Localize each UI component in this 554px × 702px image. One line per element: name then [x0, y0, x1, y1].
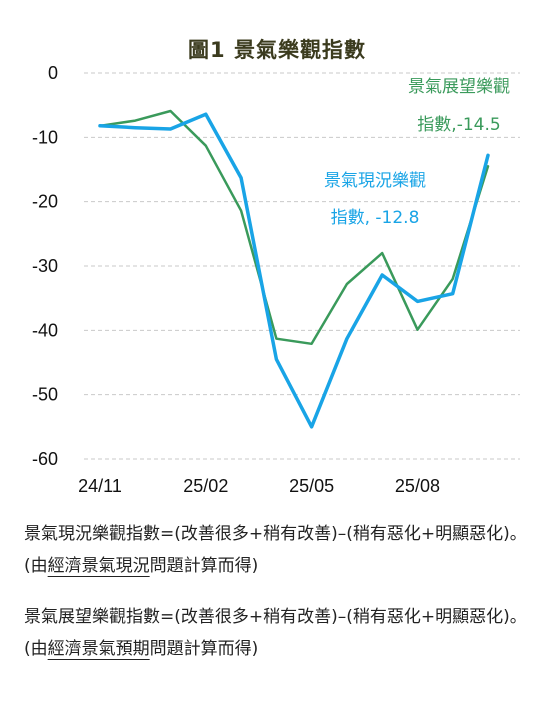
y-tick-label: -30: [32, 256, 58, 276]
series-line: [98, 109, 490, 346]
series-annotations: 景氣展望樂觀指數,-14.5 景氣現況樂觀指數, -12.8: [324, 77, 510, 228]
x-tick-label: 25/05: [289, 476, 334, 496]
note-outlook-underlined: 經濟景氣預期: [47, 639, 150, 659]
series-line: [98, 112, 490, 429]
y-tick-label: -10: [32, 127, 58, 147]
x-tick-label: 24/11: [78, 476, 122, 496]
chart-title: 圖1 景氣樂觀指數: [188, 38, 366, 62]
series-annotation-label: 指數,-14.5: [417, 115, 500, 135]
series-annotation-label: 景氣展望樂觀: [408, 77, 510, 97]
note-current-underlined: 經濟景氣現況: [47, 556, 150, 576]
x-tick-label: 25/08: [395, 476, 440, 496]
note-outlook: 景氣展望樂觀指數=(改善很多+稍有改善)–(稍有惡化+明顯惡化)。(由經濟景氣預…: [24, 601, 534, 665]
x-axis-ticks: 24/11 25/02 25/05 25/08: [78, 476, 440, 496]
note-outlook-tail: 問題計算而得): [149, 639, 259, 659]
note-current: 景氣現況樂觀指數=(改善很多+稍有改善)–(稍有惡化+明顯惡化)。(由經濟景氣現…: [24, 518, 534, 582]
series-annotation-label: 景氣現況樂觀: [324, 171, 426, 191]
gridlines: [84, 72, 520, 460]
y-tick-label: 0: [48, 63, 58, 83]
note-current-text: 景氣現況樂觀指數=(改善很多+稍有改善)–(稍有惡化+明顯惡化)。(由: [24, 524, 527, 576]
y-tick-label: -60: [32, 449, 58, 469]
y-tick-label: -40: [32, 320, 58, 340]
y-tick-label: -20: [32, 192, 58, 212]
y-tick-label: -50: [32, 385, 58, 405]
series-annotation-label: 指數, -12.8: [331, 208, 420, 228]
note-current-tail: 問題計算而得): [149, 556, 259, 576]
series-lines: [98, 109, 490, 429]
note-outlook-text: 景氣展望樂觀指數=(改善很多+稍有改善)–(稍有惡化+明顯惡化)。(由: [24, 607, 527, 659]
x-tick-label: 25/02: [183, 476, 228, 496]
y-axis-ticks: 0 -10 -20 -30 -40 -50 -60: [32, 63, 58, 469]
line-chart: 0 -10 -20 -30 -40 -50 -60 24/11 25/02 25/05 25/08…: [32, 63, 520, 496]
